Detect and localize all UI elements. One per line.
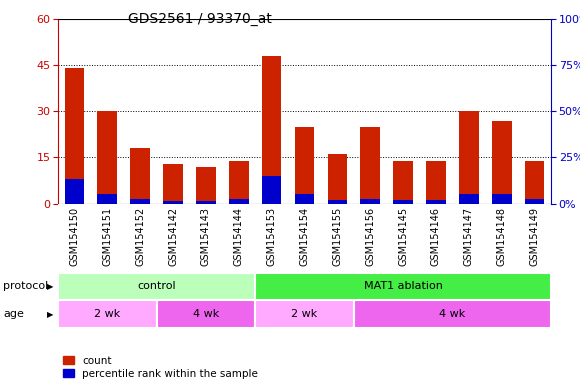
Bar [130, 148, 150, 204]
Text: 4 wk: 4 wk [193, 309, 219, 319]
Text: GSM154154: GSM154154 [299, 207, 310, 266]
Bar [354, 300, 551, 328]
Bar [360, 199, 380, 204]
Bar [58, 273, 255, 300]
Bar [295, 127, 314, 204]
Text: MAT1 ablation: MAT1 ablation [364, 281, 443, 291]
Bar [492, 194, 512, 204]
Bar [262, 176, 281, 204]
Bar [459, 194, 478, 204]
Text: protocol: protocol [3, 281, 48, 291]
Bar [97, 111, 117, 204]
Legend: count, percentile rank within the sample: count, percentile rank within the sample [63, 356, 258, 379]
Bar [525, 199, 545, 204]
Text: GSM154146: GSM154146 [431, 207, 441, 266]
Text: GSM154155: GSM154155 [332, 207, 342, 266]
Bar [255, 273, 551, 300]
Bar [262, 56, 281, 204]
Bar [328, 154, 347, 204]
Bar [492, 121, 512, 204]
Text: GSM154142: GSM154142 [168, 207, 178, 266]
Bar [459, 111, 478, 204]
Text: ▶: ▶ [47, 310, 53, 319]
Text: control: control [137, 281, 176, 291]
Text: GSM154150: GSM154150 [70, 207, 79, 266]
Bar [525, 161, 545, 204]
Bar [426, 161, 446, 204]
Bar [64, 68, 84, 204]
Text: GSM154147: GSM154147 [464, 207, 474, 266]
Bar [328, 200, 347, 204]
Text: GDS2561 / 93370_at: GDS2561 / 93370_at [128, 12, 271, 25]
Bar [229, 161, 249, 204]
Bar [360, 127, 380, 204]
Bar [97, 194, 117, 204]
Bar [426, 200, 446, 204]
Bar [64, 179, 84, 204]
Bar [196, 201, 216, 204]
Text: age: age [3, 309, 24, 319]
Bar [295, 194, 314, 204]
Bar [229, 199, 249, 204]
Text: 2 wk: 2 wk [291, 309, 318, 319]
Text: GSM154151: GSM154151 [102, 207, 113, 266]
Bar [163, 201, 183, 204]
Bar [255, 300, 354, 328]
Text: GSM154156: GSM154156 [365, 207, 375, 266]
Text: GSM154144: GSM154144 [234, 207, 244, 266]
Text: GSM154152: GSM154152 [135, 207, 145, 266]
Text: 4 wk: 4 wk [439, 309, 466, 319]
Bar [393, 200, 413, 204]
Bar [163, 164, 183, 204]
Bar [196, 167, 216, 204]
Text: GSM154153: GSM154153 [267, 207, 277, 266]
Text: GSM154148: GSM154148 [496, 207, 507, 266]
Bar [393, 161, 413, 204]
Text: 2 wk: 2 wk [94, 309, 121, 319]
Text: ▶: ▶ [47, 282, 53, 291]
Text: GSM154143: GSM154143 [201, 207, 211, 266]
Bar [157, 300, 255, 328]
Text: GSM154149: GSM154149 [530, 207, 539, 266]
Bar [58, 300, 157, 328]
Bar [130, 199, 150, 204]
Text: GSM154145: GSM154145 [398, 207, 408, 266]
